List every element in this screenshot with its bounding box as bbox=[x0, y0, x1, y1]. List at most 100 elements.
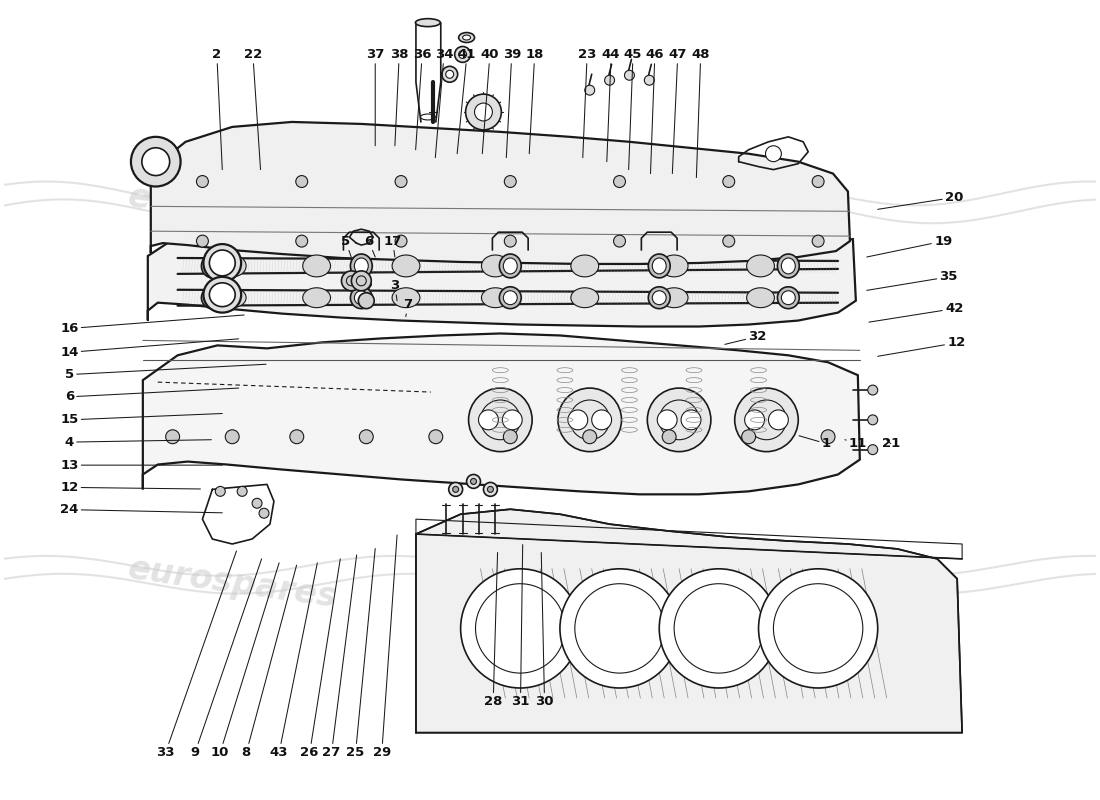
Text: 10: 10 bbox=[211, 563, 279, 759]
Circle shape bbox=[466, 474, 481, 488]
Text: 11: 11 bbox=[845, 437, 867, 450]
Circle shape bbox=[812, 235, 824, 247]
Circle shape bbox=[296, 175, 308, 187]
Circle shape bbox=[759, 569, 878, 688]
Circle shape bbox=[821, 430, 835, 444]
Text: 16: 16 bbox=[60, 315, 244, 335]
Text: 19: 19 bbox=[867, 234, 953, 257]
Circle shape bbox=[453, 486, 459, 492]
Text: 21: 21 bbox=[882, 437, 900, 450]
Circle shape bbox=[252, 498, 262, 508]
Circle shape bbox=[142, 148, 169, 175]
Text: 18: 18 bbox=[526, 48, 543, 154]
Text: eurospares: eurospares bbox=[532, 180, 746, 242]
Circle shape bbox=[592, 410, 612, 430]
Ellipse shape bbox=[204, 244, 241, 282]
Circle shape bbox=[296, 235, 308, 247]
Polygon shape bbox=[143, 334, 860, 494]
Text: 41: 41 bbox=[458, 48, 476, 154]
Circle shape bbox=[351, 271, 372, 290]
Text: 30: 30 bbox=[536, 553, 553, 708]
Text: 6: 6 bbox=[65, 388, 239, 403]
Text: 4: 4 bbox=[65, 436, 211, 449]
Text: 23: 23 bbox=[578, 48, 596, 158]
Circle shape bbox=[395, 175, 407, 187]
Circle shape bbox=[681, 410, 701, 430]
Ellipse shape bbox=[660, 255, 688, 277]
Text: 44: 44 bbox=[602, 48, 620, 162]
Ellipse shape bbox=[392, 288, 420, 308]
Ellipse shape bbox=[204, 277, 241, 313]
Text: eurospares: eurospares bbox=[125, 553, 339, 614]
Circle shape bbox=[504, 235, 516, 247]
Text: 25: 25 bbox=[346, 549, 375, 759]
Circle shape bbox=[662, 430, 676, 444]
Ellipse shape bbox=[459, 33, 474, 42]
Polygon shape bbox=[147, 223, 856, 326]
Ellipse shape bbox=[660, 288, 688, 308]
Circle shape bbox=[868, 445, 878, 454]
Text: 47: 47 bbox=[669, 48, 688, 174]
Circle shape bbox=[614, 235, 626, 247]
Circle shape bbox=[478, 410, 498, 430]
Circle shape bbox=[583, 430, 596, 444]
Circle shape bbox=[442, 66, 458, 82]
Circle shape bbox=[504, 430, 517, 444]
Ellipse shape bbox=[652, 258, 667, 274]
Text: 34: 34 bbox=[434, 48, 453, 158]
Circle shape bbox=[659, 569, 779, 688]
Text: 5: 5 bbox=[341, 234, 351, 257]
Circle shape bbox=[504, 175, 516, 187]
Text: 3: 3 bbox=[390, 279, 399, 301]
Ellipse shape bbox=[351, 286, 372, 309]
Text: 8: 8 bbox=[242, 566, 297, 759]
Text: 36: 36 bbox=[412, 48, 431, 150]
Circle shape bbox=[487, 486, 494, 492]
Text: 38: 38 bbox=[390, 48, 408, 146]
Text: 27: 27 bbox=[322, 555, 356, 759]
Text: 26: 26 bbox=[300, 559, 340, 759]
Text: 39: 39 bbox=[503, 48, 521, 158]
Text: 6: 6 bbox=[364, 234, 375, 257]
Ellipse shape bbox=[747, 255, 774, 277]
Text: 22: 22 bbox=[244, 48, 262, 170]
Ellipse shape bbox=[354, 258, 368, 274]
Ellipse shape bbox=[499, 286, 521, 309]
Text: 9: 9 bbox=[190, 559, 262, 759]
Text: 7: 7 bbox=[404, 298, 412, 317]
Ellipse shape bbox=[354, 290, 368, 305]
Text: 40: 40 bbox=[481, 48, 499, 154]
Ellipse shape bbox=[781, 290, 795, 305]
Ellipse shape bbox=[416, 18, 440, 26]
Text: eurospares: eurospares bbox=[125, 180, 339, 242]
Ellipse shape bbox=[778, 286, 800, 309]
Text: eurospares: eurospares bbox=[542, 553, 756, 614]
Circle shape bbox=[465, 94, 502, 130]
Circle shape bbox=[645, 75, 654, 86]
Ellipse shape bbox=[482, 255, 509, 277]
Circle shape bbox=[658, 410, 678, 430]
Circle shape bbox=[868, 415, 878, 425]
Circle shape bbox=[560, 569, 679, 688]
Text: 20: 20 bbox=[878, 191, 964, 210]
Text: 15: 15 bbox=[60, 414, 222, 426]
Ellipse shape bbox=[463, 35, 471, 40]
Circle shape bbox=[449, 482, 463, 496]
Text: 45: 45 bbox=[624, 48, 642, 170]
Text: 32: 32 bbox=[725, 330, 767, 344]
Circle shape bbox=[471, 478, 476, 485]
Ellipse shape bbox=[218, 255, 246, 277]
Circle shape bbox=[238, 486, 248, 496]
Circle shape bbox=[558, 388, 622, 452]
Polygon shape bbox=[416, 510, 962, 733]
Circle shape bbox=[469, 388, 532, 452]
Text: 24: 24 bbox=[60, 503, 222, 516]
Text: 35: 35 bbox=[867, 270, 958, 290]
Circle shape bbox=[868, 385, 878, 395]
Ellipse shape bbox=[571, 255, 598, 277]
Circle shape bbox=[605, 75, 615, 86]
Text: 29: 29 bbox=[373, 535, 397, 759]
Circle shape bbox=[766, 146, 781, 162]
Circle shape bbox=[647, 388, 711, 452]
Ellipse shape bbox=[648, 286, 670, 309]
